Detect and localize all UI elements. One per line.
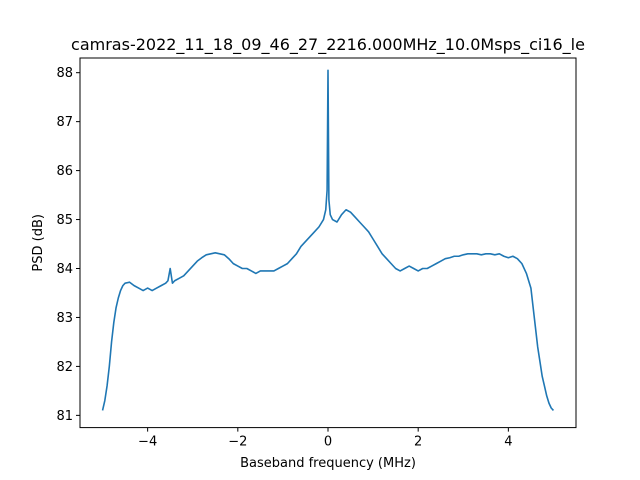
chart-title: camras-2022_11_18_09_46_27_2216.000MHz_1… (71, 35, 585, 55)
plot-area (101, 69, 555, 412)
y-tick-label: 83 (56, 311, 73, 326)
y-tick-label: 84 (56, 262, 73, 277)
y-axis-ticks: 81 82 83 84 85 86 87 88 (56, 66, 80, 424)
x-tick-label: −4 (138, 435, 157, 450)
y-tick-label: 81 (56, 409, 73, 424)
x-tick-label: −2 (228, 435, 247, 450)
x-tick-label: 4 (504, 435, 512, 450)
x-axis-ticks: −4 −2 0 2 4 (138, 427, 513, 450)
y-tick-label: 88 (56, 66, 73, 81)
psd-series-line (101, 69, 555, 412)
x-tick-label: 2 (414, 435, 422, 450)
y-axis-label: PSD (dB) (31, 214, 46, 272)
y-tick-label: 85 (56, 213, 73, 228)
y-tick-label: 86 (56, 164, 73, 179)
y-tick-label: 87 (56, 115, 73, 130)
x-tick-label: 0 (324, 435, 332, 450)
x-axis-label: Baseband frequency (MHz) (240, 456, 416, 471)
y-tick-label: 82 (56, 360, 73, 375)
